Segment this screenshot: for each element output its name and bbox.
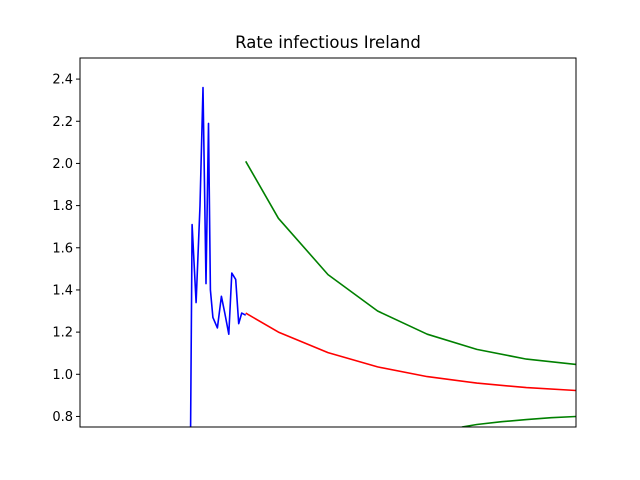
plot-frame [79, 57, 577, 428]
series-layer [189, 86, 576, 427]
y-tick-label: 2.4 [52, 73, 73, 88]
y-tick-label: 0.8 [52, 410, 73, 425]
y-tick-label: 1.0 [52, 368, 73, 383]
y-tick-label: 1.6 [52, 241, 73, 256]
y-tick-label: 2.0 [52, 157, 73, 172]
series-line-projection-central [245, 312, 576, 392]
y-tick-label: 2.2 [52, 115, 73, 130]
y-tick-label: 1.2 [52, 326, 73, 341]
series-line-observed [189, 86, 247, 427]
series-line-projection-upper [245, 160, 576, 366]
chart-title: Rate infectious Ireland [235, 33, 421, 52]
y-tick-label: 1.8 [52, 199, 73, 214]
series-line-projection-lower [461, 415, 576, 427]
y-axis: 0.8 1.0 1.2 1.4 1.6 1.8 2.0 2.2 2.4 [52, 73, 80, 425]
y-tick-label: 1.4 [52, 283, 73, 298]
